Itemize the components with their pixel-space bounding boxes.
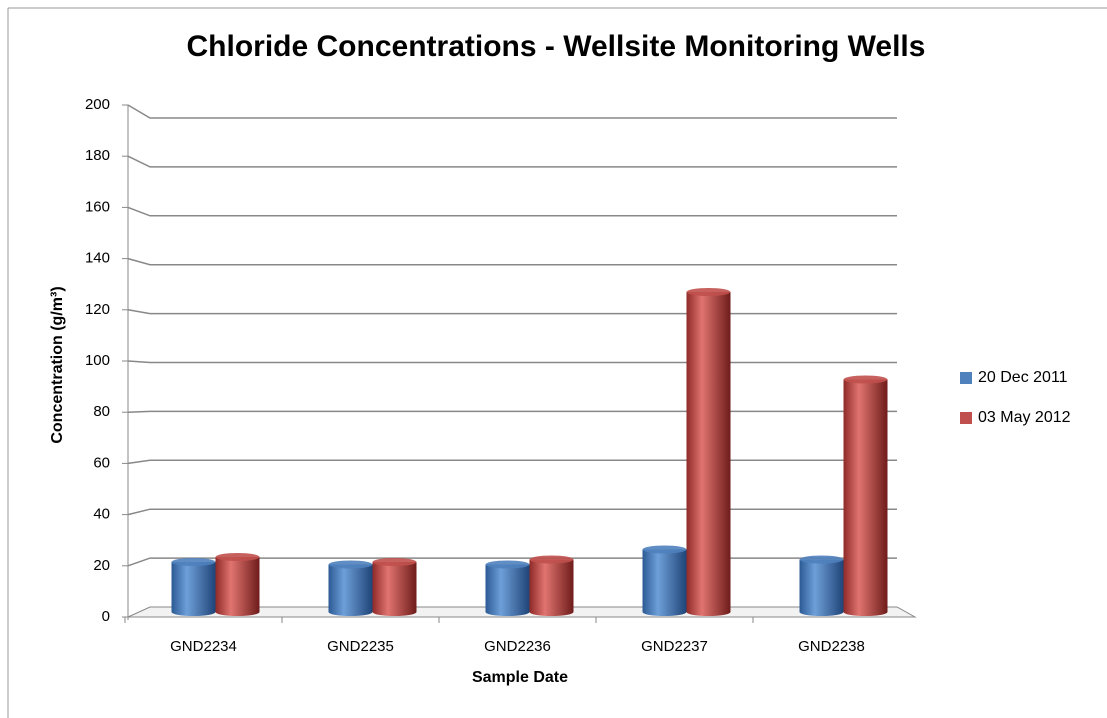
y-tick-label: 0 [102,608,110,625]
x-tick-label: GND2235 [327,638,394,655]
bar [799,559,844,616]
y-tick-label: 120 [85,301,110,318]
bar [215,557,260,616]
bar-top [171,558,216,566]
bar-top [529,555,574,564]
grid-line [127,459,897,465]
bar-top [686,288,731,296]
grid-line [127,257,897,266]
bar [171,562,216,616]
grid-line [127,508,897,516]
y-tick-label: 80 [93,403,110,420]
x-tick-label: GND2237 [641,638,708,655]
x-tick-label: GND2236 [484,638,551,655]
legend-label: 20 Dec 2011 [978,369,1068,386]
grid-line [127,155,897,168]
y-tick-label: 20 [93,557,110,574]
y-axis-title: Concentration (g/m³) [49,286,66,443]
y-tick-label: 100 [85,352,110,369]
bar-top [799,555,844,564]
bar-top [843,375,888,384]
y-tick-label: 160 [85,198,110,215]
x-axis-title: Sample Date [472,669,568,686]
chart-title: Chloride Concentrations - Wellsite Monit… [187,30,926,63]
legend-label: 03 May 2012 [978,409,1071,426]
x-tick-label: GND2234 [170,638,237,655]
bar [529,559,574,616]
grid-line [127,206,897,217]
bar [485,564,530,616]
bar-top [485,560,530,569]
y-tick-label: 180 [85,147,110,164]
bar [686,292,731,616]
bar [372,562,417,616]
grid-line [127,309,897,315]
bar [328,564,373,616]
grid-line [127,410,897,413]
bar [642,549,687,616]
bar-top [328,560,373,569]
grid-line [127,360,897,364]
y-tick-label: 40 [93,506,110,523]
y-tick-label: 200 [85,96,110,113]
grid-line [127,104,897,119]
y-tick-label: 140 [85,250,110,267]
bar [843,379,888,616]
x-tick-label: GND2238 [798,638,865,655]
y-tick-label: 60 [93,454,110,471]
bar-top [372,558,417,566]
legend-swatch [960,412,972,424]
bar-top [642,545,687,554]
legend-swatch [960,372,972,384]
bar-top [215,553,260,561]
